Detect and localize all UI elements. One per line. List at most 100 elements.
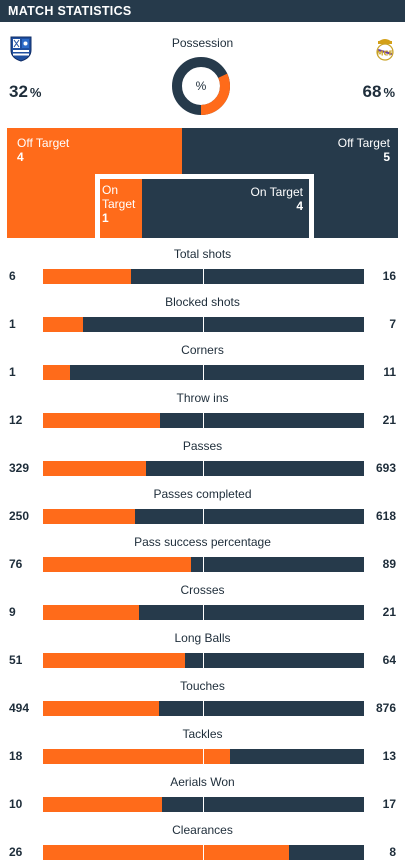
stat-home-bar xyxy=(43,605,140,620)
stat-bar-midline xyxy=(203,413,204,428)
away-possession-value: 68% xyxy=(363,82,395,102)
match-statistics-header: MATCH STATISTICS xyxy=(0,0,405,22)
home-off-target-value: 4 xyxy=(17,150,24,164)
stat-comparison-bar xyxy=(43,797,364,812)
stat-label: Total shots xyxy=(173,247,232,261)
stat-label: Throw ins xyxy=(176,391,229,405)
stat-bar-midline xyxy=(203,461,204,476)
stat-away-value: 16 xyxy=(382,269,396,283)
stat-home-bar xyxy=(43,413,160,428)
stat-row: Passes completed 250 618 xyxy=(0,478,405,526)
stat-row: Crosses 9 21 xyxy=(0,574,405,622)
home-possession-value: 32% xyxy=(9,82,41,102)
stat-label: Aerials Won xyxy=(170,775,235,789)
stat-bar-midline xyxy=(203,365,204,380)
stat-home-value: 26 xyxy=(9,845,23,859)
stat-home-bar xyxy=(43,653,186,668)
stat-label: Passes completed xyxy=(153,487,252,501)
stat-home-bar xyxy=(43,797,162,812)
stat-home-value: 10 xyxy=(9,797,23,811)
stat-home-value: 250 xyxy=(9,509,30,523)
stat-bar-midline xyxy=(203,701,204,716)
home-on-target-label: On Target xyxy=(102,183,136,211)
stat-away-value: 876 xyxy=(375,701,396,715)
stat-home-value: 1 xyxy=(9,365,16,379)
stat-bar-midline xyxy=(203,557,204,572)
stat-comparison-bar xyxy=(43,461,364,476)
stat-comparison-bar xyxy=(43,653,364,668)
stat-home-value: 329 xyxy=(9,461,30,475)
stat-label: Clearances xyxy=(172,823,233,837)
stat-bar-midline xyxy=(203,317,204,332)
stat-bar-midline xyxy=(203,605,204,620)
stat-row: Clearances 26 8 xyxy=(0,814,405,862)
stat-row: Tackles 18 13 xyxy=(0,718,405,766)
away-on-target-label: On Target xyxy=(250,185,303,199)
stat-bar-midline xyxy=(203,749,204,764)
stat-away-value: 693 xyxy=(375,461,396,475)
stat-away-value: 17 xyxy=(382,797,396,811)
stat-comparison-bar xyxy=(43,509,364,524)
stat-away-value: 618 xyxy=(375,509,396,523)
stat-row: Throw ins 12 21 xyxy=(0,382,405,430)
home-off-target-label: Off Target xyxy=(17,136,70,150)
stat-label: Pass success percentage xyxy=(134,535,271,549)
stat-home-bar xyxy=(43,845,289,860)
home-possession-unit: % xyxy=(29,85,42,100)
stat-away-value: 21 xyxy=(382,605,396,619)
stat-home-value: 1 xyxy=(9,317,16,331)
shots-map: Off Target 4 Off Target 5 On Target 1 On… xyxy=(7,128,398,238)
away-off-target-label: Off Target xyxy=(337,136,390,150)
stat-row: Pass success percentage 76 89 xyxy=(0,526,405,574)
stat-home-bar xyxy=(43,701,159,716)
away-off-target-stat: Off Target 5 xyxy=(338,136,390,164)
stat-label: Long Balls xyxy=(174,631,231,645)
stat-comparison-bar xyxy=(43,701,364,716)
donut-home-arc xyxy=(172,57,230,115)
possession-title: Possession xyxy=(171,36,234,50)
stat-rows: Total shots 6 16 Blocked shots 1 7 Corners 1 11 T… xyxy=(0,238,405,862)
possession-donut-chart xyxy=(172,57,230,115)
stat-bar-midline xyxy=(203,845,204,860)
svg-text:MCF: MCF xyxy=(377,50,394,58)
stat-home-value: 51 xyxy=(9,653,23,667)
goal-frame xyxy=(95,174,314,238)
stat-label: Tackles xyxy=(182,727,223,741)
stat-comparison-bar xyxy=(43,749,364,764)
stat-away-value: 13 xyxy=(382,749,396,763)
home-possession-number: 32 xyxy=(9,82,28,101)
stat-bar-midline xyxy=(203,653,204,668)
stat-comparison-bar xyxy=(43,365,364,380)
stat-home-value: 76 xyxy=(9,557,23,571)
stat-home-bar xyxy=(43,557,191,572)
stat-label: Crosses xyxy=(180,583,225,597)
stat-label: Blocked shots xyxy=(165,295,240,309)
stat-home-bar xyxy=(43,509,136,524)
stat-row: Touches 494 876 xyxy=(0,670,405,718)
stat-home-bar xyxy=(43,749,230,764)
stat-comparison-bar xyxy=(43,845,364,860)
away-possession-number: 68 xyxy=(362,82,382,101)
stat-bar-midline xyxy=(203,509,204,524)
stat-bar-midline xyxy=(203,269,204,284)
stat-away-value: 7 xyxy=(389,317,396,331)
away-possession-unit: % xyxy=(383,85,395,100)
stat-row: Long Balls 51 64 xyxy=(0,622,405,670)
real-madrid-crest-icon: MCF xyxy=(376,39,394,61)
stat-row: Passes 329 693 xyxy=(0,430,405,478)
stat-home-value: 12 xyxy=(9,413,23,427)
stat-home-value: 18 xyxy=(9,749,23,763)
home-on-target-stat: On Target 1 xyxy=(102,183,142,225)
stat-comparison-bar xyxy=(43,557,364,572)
stat-away-value: 8 xyxy=(389,845,396,859)
stat-home-value: 494 xyxy=(9,701,30,715)
stat-comparison-bar xyxy=(43,269,364,284)
stat-row: Blocked shots 1 7 xyxy=(0,286,405,334)
home-off-target-stat: Off Target 4 xyxy=(17,136,69,164)
away-on-target-area xyxy=(142,179,309,238)
stat-away-value: 89 xyxy=(382,557,396,571)
stat-label: Passes xyxy=(182,439,223,453)
stat-bar-midline xyxy=(203,797,204,812)
stat-home-bar xyxy=(43,317,84,332)
possession-section: Possession MCF 32% 68% % xyxy=(0,22,405,122)
